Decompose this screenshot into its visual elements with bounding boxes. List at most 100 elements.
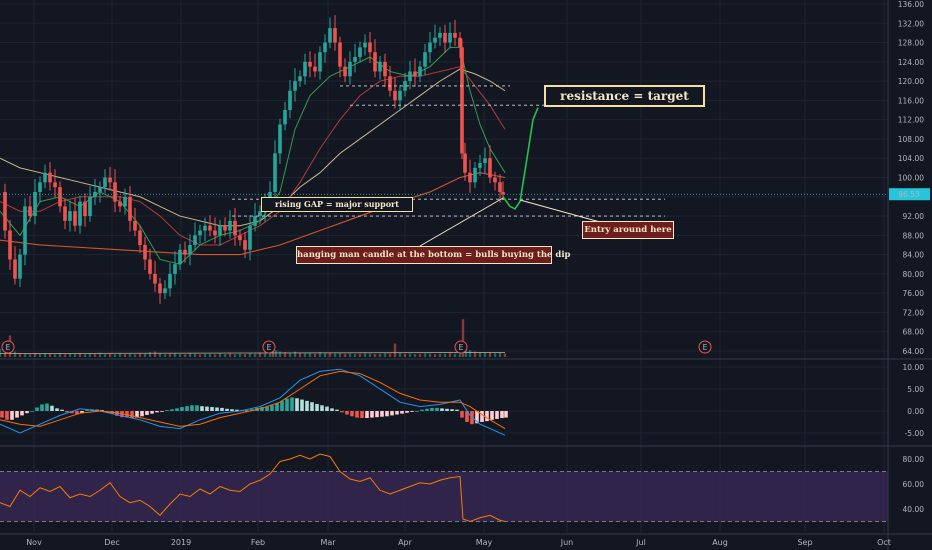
price-tick-label: 128.00	[898, 39, 924, 48]
candle-body	[443, 32, 447, 43]
macd-histogram-bar	[360, 411, 364, 419]
candle-body	[73, 211, 77, 226]
volume-bar	[178, 354, 182, 357]
macd-tick-label: -5.00	[905, 429, 925, 438]
macd-histogram-bar	[150, 411, 154, 414]
time-tick-label: 2019	[171, 538, 191, 547]
candle-body	[88, 196, 92, 217]
earnings-marker-label: E	[6, 343, 11, 352]
earnings-marker[interactable]	[698, 340, 712, 354]
macd-histogram-bar	[445, 408, 449, 411]
macd-histogram-bar	[205, 406, 209, 411]
volume-bar	[23, 353, 27, 357]
macd-histogram-bar	[180, 407, 184, 411]
price-tick-label: 92.00	[903, 212, 925, 221]
time-tick-label: Dec	[104, 538, 119, 547]
macd-histogram-bar	[350, 411, 354, 417]
price-tick-label: 124.00	[898, 58, 924, 67]
candle-body	[323, 42, 327, 53]
volume-bar	[163, 354, 167, 357]
volume-bar	[473, 351, 477, 357]
candle-body	[501, 191, 505, 195]
macd-histogram-bar	[435, 407, 439, 411]
earnings-marker[interactable]	[454, 340, 468, 354]
candle-body	[38, 182, 42, 192]
macd-histogram-bar	[10, 411, 14, 420]
volume-bar	[93, 353, 97, 357]
candle-body	[178, 249, 182, 265]
macd-histogram-bar	[295, 398, 299, 411]
macd-histogram-bar	[170, 409, 174, 411]
candle-body	[143, 244, 147, 260]
candle-body	[460, 47, 464, 154]
earnings-marker[interactable]	[1, 340, 15, 354]
volume-bar	[183, 354, 187, 357]
volume-bar	[353, 354, 357, 357]
candle-body	[48, 172, 52, 183]
macd-histogram-bar	[405, 411, 409, 413]
last-price-badge[interactable]	[889, 188, 930, 201]
volume-bar	[358, 353, 362, 357]
candle-body	[233, 220, 237, 236]
volume-bar	[258, 352, 262, 357]
macd-histogram-bar	[115, 411, 119, 416]
volume-bar	[458, 351, 462, 357]
volume-bar	[43, 352, 47, 357]
volume-bar	[403, 353, 407, 357]
volume-bar	[238, 353, 242, 357]
volume-bar	[288, 352, 292, 357]
rsi-tick-label: 80.00	[903, 455, 925, 464]
macd-histogram-bar	[305, 400, 309, 411]
candle-body	[173, 264, 177, 274]
macd-histogram-bar	[310, 402, 314, 411]
volume-bar	[233, 354, 237, 357]
macd-histogram-bar	[20, 411, 24, 416]
macd-histogram-bar	[415, 411, 419, 412]
volume-bar	[318, 352, 322, 357]
candle-body	[53, 182, 57, 188]
candle-body	[288, 90, 292, 111]
price-tick-label: 64.00	[903, 347, 925, 356]
candle-body	[353, 57, 357, 62]
candle-body	[428, 42, 432, 53]
time-tick-label: Nov	[26, 538, 42, 547]
candle-body	[293, 81, 297, 91]
macd-histogram-bar	[270, 405, 274, 411]
volume-bar	[78, 352, 82, 357]
macd-histogram-bar	[480, 411, 484, 422]
volume-bar	[173, 353, 177, 357]
volume-bar	[453, 353, 457, 357]
candle-body	[398, 90, 402, 101]
price-tick-label: 72.00	[903, 308, 925, 317]
last-price-label: 96.53	[898, 190, 920, 199]
volume-bar	[268, 352, 272, 357]
volume-bar	[328, 352, 332, 357]
candle-body	[198, 230, 202, 236]
candle-body	[313, 66, 317, 72]
volume-bar	[303, 353, 307, 357]
resistance-target-label: resistance = target	[544, 85, 705, 107]
candle-body	[18, 254, 22, 279]
entry-label: Entry around here	[582, 221, 674, 239]
volume-bar	[243, 354, 247, 357]
macd-histogram-bar	[315, 403, 319, 411]
candle-body	[413, 71, 417, 77]
volume-bar	[63, 354, 67, 357]
volume-bar	[368, 353, 372, 357]
volume-bar	[223, 354, 227, 357]
volume-bar	[478, 352, 482, 357]
candle-body	[368, 42, 372, 53]
earnings-marker[interactable]	[262, 340, 276, 354]
macd-histogram-bar	[140, 411, 144, 417]
earnings-marker-label: E	[703, 343, 708, 352]
volume-bar	[263, 353, 267, 357]
candle-body	[273, 153, 277, 192]
macd-histogram-bar	[215, 407, 219, 411]
macd-histogram-bar	[15, 411, 19, 418]
candle-body	[63, 206, 67, 221]
earnings-marker-label: E	[459, 343, 464, 352]
volume-bar	[18, 352, 22, 357]
